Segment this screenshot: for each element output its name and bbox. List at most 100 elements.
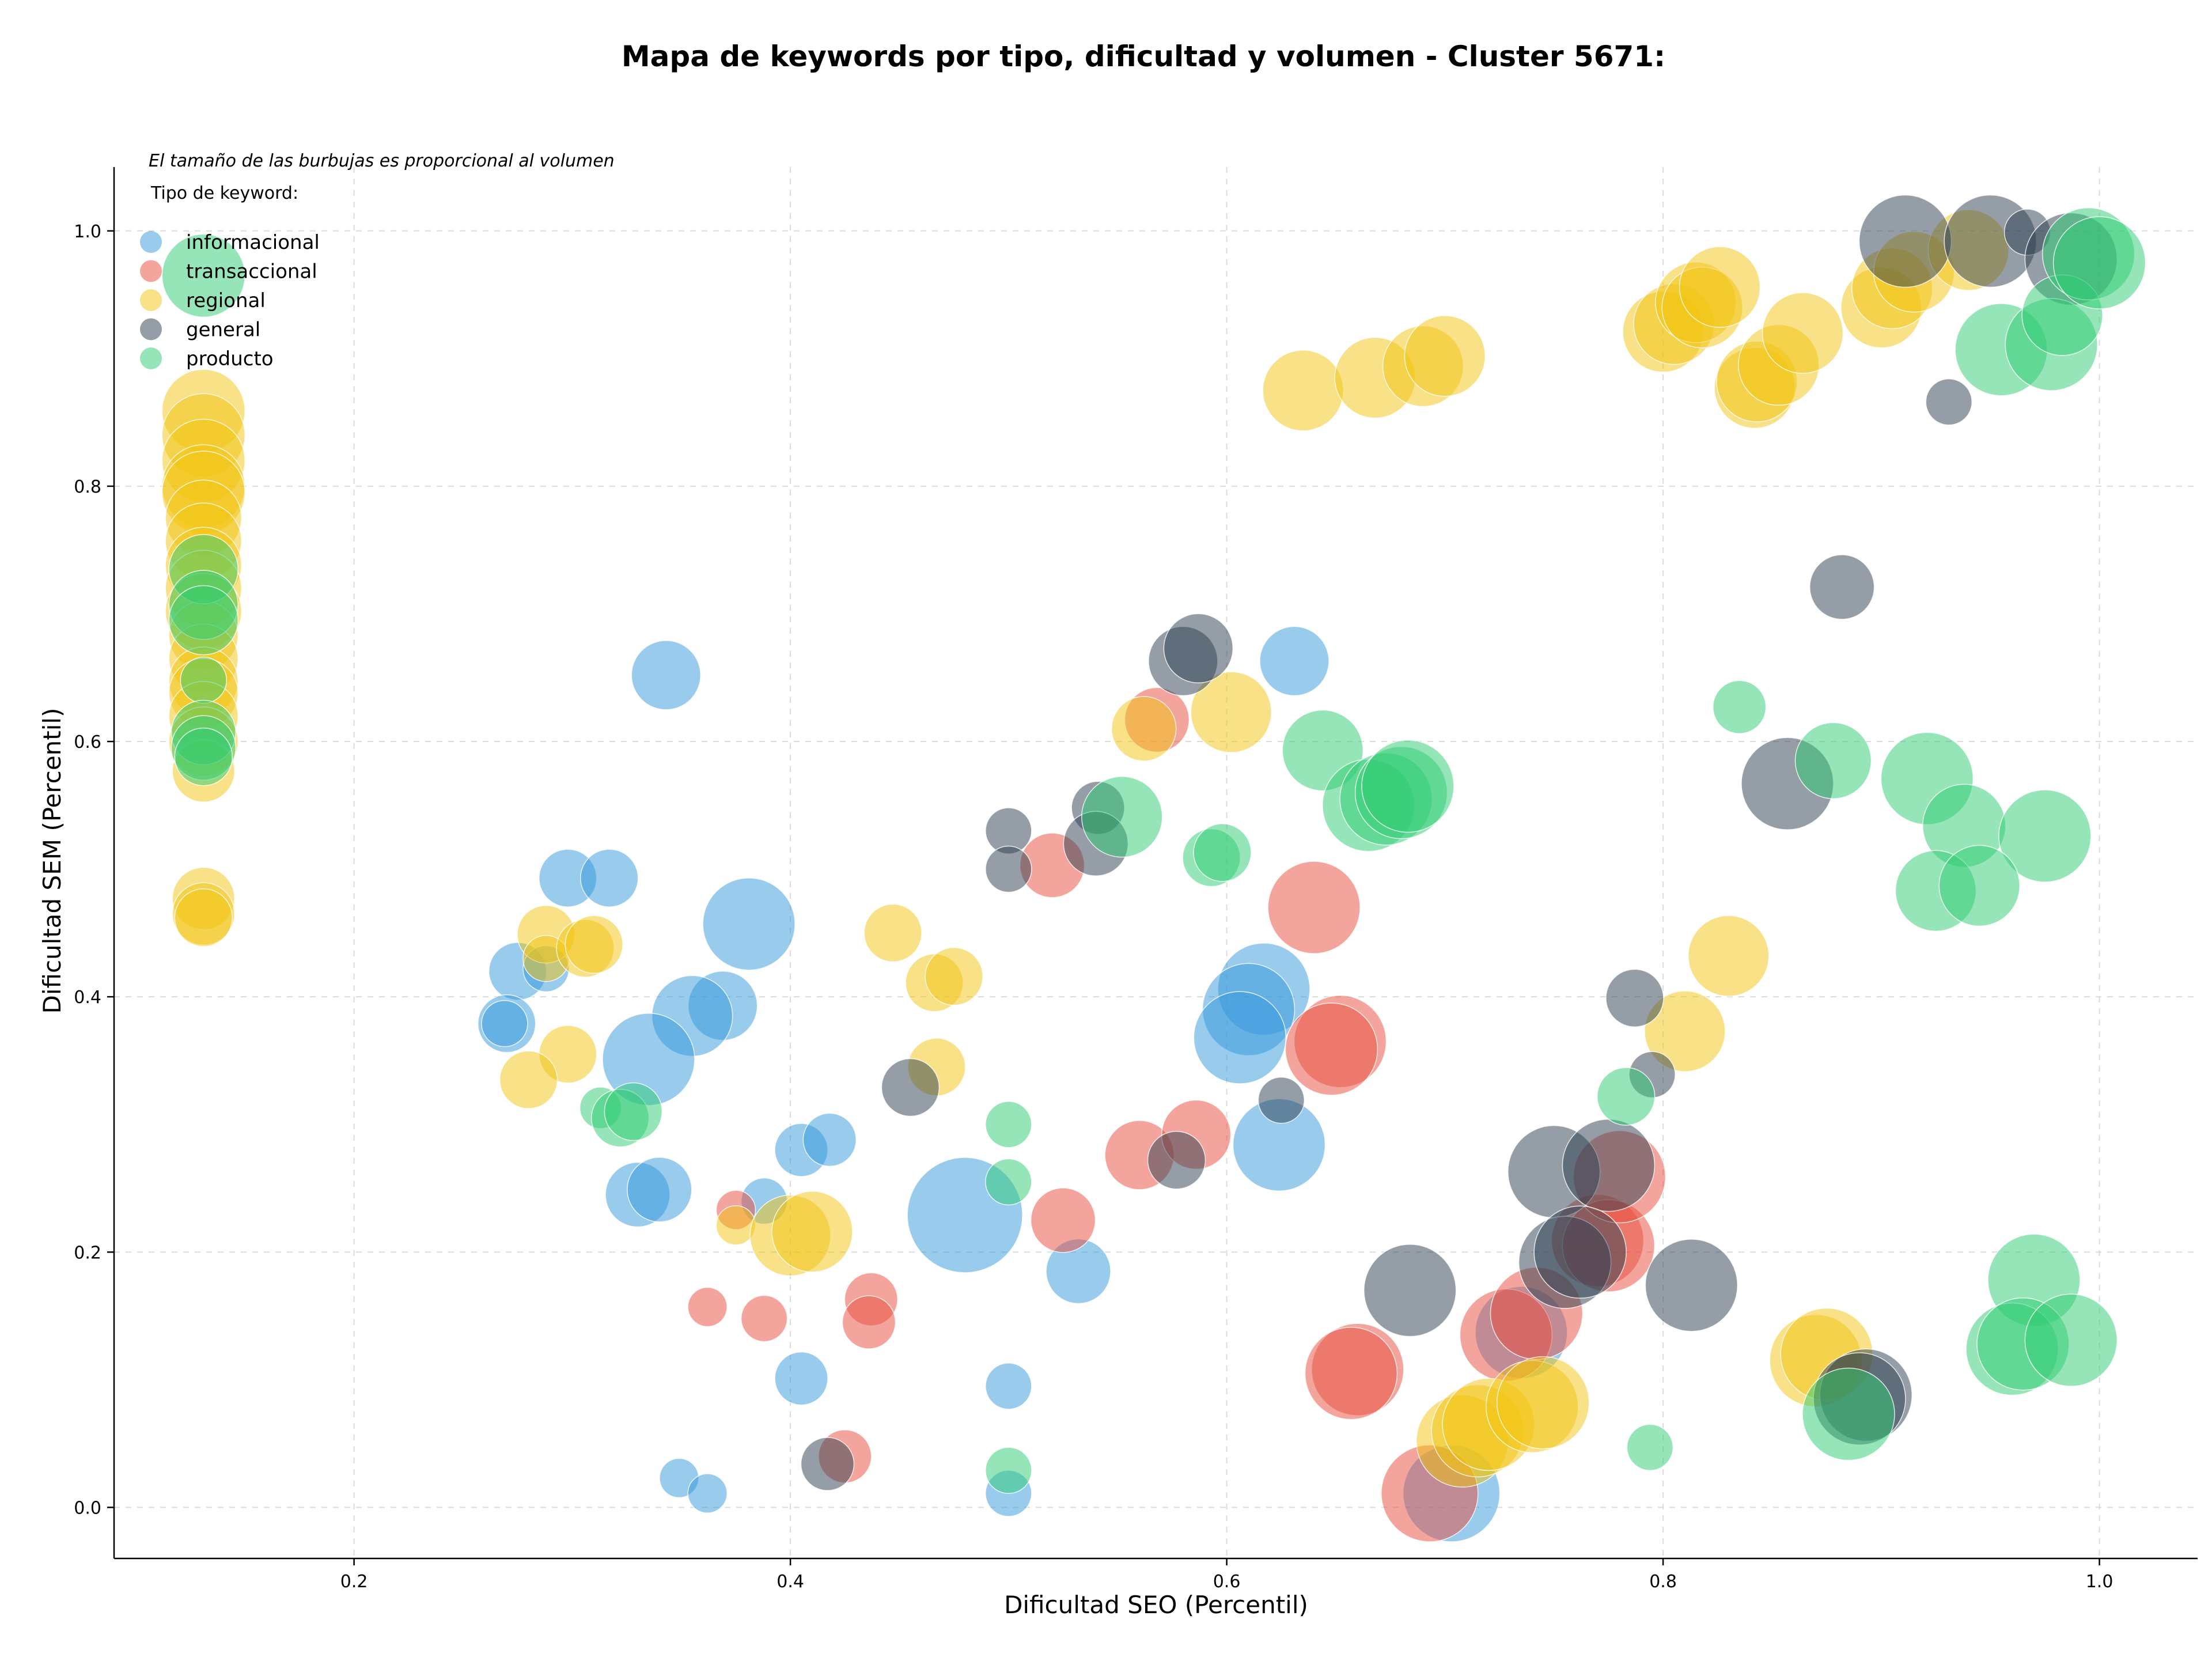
data-point bbox=[1259, 626, 1330, 697]
legend-marker bbox=[140, 260, 162, 282]
data-point bbox=[985, 1158, 1032, 1206]
legend-label: regional bbox=[186, 289, 266, 312]
x-axis-label: Dificultad SEO (Percentil) bbox=[1004, 1591, 1308, 1619]
grid-lines bbox=[114, 167, 2198, 1558]
data-point bbox=[1858, 194, 1952, 288]
legend-label: producto bbox=[186, 347, 274, 370]
chart-title: Mapa de keywords por tipo, dificultad y … bbox=[622, 40, 1665, 73]
data-point bbox=[1404, 315, 1486, 397]
data-point bbox=[1562, 1118, 1656, 1212]
data-point bbox=[985, 1363, 1032, 1410]
data-point bbox=[1809, 554, 1875, 620]
data-point bbox=[1645, 1239, 1738, 1332]
data-point bbox=[1193, 991, 1287, 1084]
data-point bbox=[1679, 246, 1761, 328]
axes: 0.2 0.4 0.6 0.8 1.0 0.0 0.2 0.4 0.6 0.8 1.0 bbox=[74, 167, 2198, 1592]
bubble-size-note: El tamaño de las burbujas es proporciona… bbox=[149, 151, 615, 171]
data-point bbox=[1687, 915, 1770, 997]
data-point bbox=[2052, 216, 2146, 309]
data-point bbox=[881, 1058, 940, 1117]
data-point bbox=[1163, 613, 1234, 684]
data-points bbox=[161, 194, 2146, 1542]
x-tick-label: 1.0 bbox=[2086, 1572, 2113, 1592]
data-point bbox=[800, 1437, 855, 1491]
data-point bbox=[1257, 1076, 1305, 1124]
data-point bbox=[1147, 1130, 1206, 1190]
data-point bbox=[565, 915, 623, 974]
data-point bbox=[1111, 696, 1177, 762]
data-point bbox=[1363, 1243, 1457, 1337]
legend-item-transaccional: transaccional bbox=[140, 260, 317, 283]
y-tick-label: 0.8 bbox=[74, 477, 101, 497]
data-point bbox=[1938, 845, 2021, 927]
data-point bbox=[2024, 1293, 2118, 1387]
data-point bbox=[481, 1000, 528, 1047]
y-axis-label: Dificultad SEM (Percentil) bbox=[38, 708, 66, 1014]
series-general bbox=[800, 194, 2118, 1491]
data-point bbox=[1644, 990, 1726, 1072]
legend-item-producto: producto bbox=[140, 347, 274, 370]
data-point bbox=[925, 947, 983, 1006]
data-point bbox=[174, 727, 233, 786]
data-point bbox=[1030, 1187, 1096, 1253]
data-point bbox=[1533, 1205, 1627, 1299]
data-point bbox=[1998, 789, 2092, 883]
data-point bbox=[1626, 1424, 1674, 1471]
data-point bbox=[1802, 1367, 1895, 1461]
data-point bbox=[1596, 1067, 1656, 1126]
data-point bbox=[1193, 823, 1252, 882]
legend-marker bbox=[140, 318, 162, 340]
data-point bbox=[1605, 968, 1664, 1028]
data-point bbox=[985, 1447, 1032, 1494]
data-point bbox=[1304, 1326, 1398, 1420]
data-point bbox=[631, 640, 701, 710]
data-point bbox=[715, 1205, 756, 1246]
data-point bbox=[802, 1113, 857, 1167]
legend-item-regional: regional bbox=[140, 289, 266, 312]
data-point bbox=[985, 845, 1032, 893]
data-point bbox=[1267, 861, 1361, 954]
data-point bbox=[1762, 292, 1844, 374]
legend-label: informacional bbox=[186, 231, 320, 254]
data-point bbox=[579, 849, 639, 907]
legend-label: general bbox=[186, 319, 260, 342]
series-regional bbox=[161, 209, 2010, 1488]
data-point bbox=[863, 903, 922, 963]
y-tick-label: 0.0 bbox=[74, 1498, 101, 1518]
legend-item-general: general bbox=[140, 318, 260, 342]
data-point bbox=[174, 888, 233, 947]
legend-item-informacional: informacional bbox=[140, 231, 320, 254]
legend-title: Tipo de keyword: bbox=[150, 183, 298, 203]
y-tick-label: 0.4 bbox=[74, 987, 101, 1008]
data-point bbox=[702, 877, 796, 971]
data-point bbox=[774, 1351, 828, 1406]
data-point bbox=[1262, 349, 1344, 432]
series-producto bbox=[161, 207, 2146, 1494]
data-point bbox=[1497, 1356, 1590, 1450]
x-tick-label: 0.8 bbox=[1649, 1572, 1677, 1592]
legend-marker bbox=[140, 231, 162, 253]
y-tick-label: 0.6 bbox=[74, 732, 101, 752]
legend-marker bbox=[140, 347, 162, 369]
data-point bbox=[771, 1191, 853, 1273]
data-point bbox=[985, 1100, 1032, 1148]
data-point bbox=[168, 585, 239, 656]
data-point bbox=[1081, 775, 1163, 858]
data-point bbox=[604, 1082, 663, 1141]
data-point bbox=[1712, 680, 1767, 734]
legend-marker bbox=[140, 289, 162, 311]
data-point bbox=[842, 1295, 896, 1349]
data-point bbox=[180, 656, 228, 704]
data-point bbox=[1794, 722, 1872, 800]
y-tick-label: 0.2 bbox=[74, 1243, 101, 1263]
y-tick-label: 1.0 bbox=[74, 222, 101, 242]
x-tick-label: 0.6 bbox=[1213, 1572, 1241, 1592]
data-point bbox=[1190, 671, 1272, 753]
data-point bbox=[687, 1473, 728, 1514]
x-tick-label: 0.2 bbox=[340, 1572, 368, 1592]
data-point bbox=[1925, 378, 1972, 426]
legend: Tipo de keyword: informacional transaccio… bbox=[140, 183, 320, 370]
data-point bbox=[1361, 739, 1455, 833]
data-point bbox=[627, 1156, 692, 1223]
